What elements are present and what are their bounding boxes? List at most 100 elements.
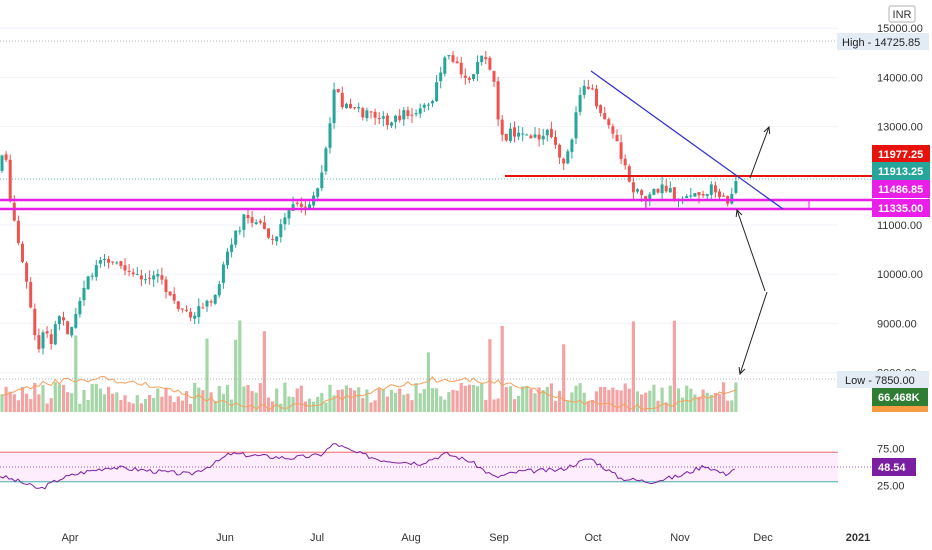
downtrend-line[interactable]	[590, 70, 784, 210]
candle-body	[144, 279, 147, 281]
candle-body	[664, 185, 668, 192]
candle-body	[607, 119, 611, 126]
volume-bar	[246, 384, 250, 412]
candle-body	[246, 215, 250, 219]
volume-bar	[681, 397, 685, 412]
volume-bar	[344, 385, 348, 412]
candle-body	[586, 86, 590, 89]
candle-body	[164, 279, 168, 293]
volume-bar	[394, 392, 398, 412]
candle-body	[529, 135, 533, 139]
volume-bar	[504, 387, 508, 412]
rsi-badge	[872, 458, 916, 476]
candle-body	[381, 116, 385, 119]
volume-bar	[238, 320, 242, 412]
time-tick-label: Apr	[61, 532, 78, 544]
candle-body	[115, 262, 119, 264]
candle-body	[648, 194, 652, 202]
candle-body	[29, 281, 33, 308]
rsi-pane[interactable]	[0, 443, 874, 490]
candle-body	[180, 308, 184, 310]
candle-body	[492, 71, 496, 82]
candle-body	[439, 72, 443, 82]
volume-bar	[734, 382, 738, 412]
volume-bar	[148, 394, 152, 412]
volume-bar	[365, 389, 369, 412]
candle-body	[644, 196, 648, 201]
candle-body	[123, 265, 127, 271]
volume-bar	[406, 393, 410, 412]
volume-bar	[369, 402, 373, 412]
volume-bars	[0, 320, 738, 412]
drawings[interactable]	[0, 70, 874, 376]
volume-bar	[709, 394, 713, 412]
candle-body	[328, 123, 332, 148]
candle-body	[320, 172, 324, 188]
candle-body	[422, 104, 426, 108]
high-badge	[837, 33, 929, 50]
time-tick-label: Dec	[753, 532, 773, 544]
support-zone-box[interactable]	[645, 199, 810, 210]
candle-body	[394, 115, 398, 122]
support-arrow-head	[735, 208, 743, 218]
volume-bar	[225, 384, 230, 412]
candle-body	[517, 132, 521, 137]
candle-body	[139, 275, 143, 280]
volume-bar	[385, 396, 389, 412]
candle-body	[41, 332, 45, 349]
volume-bar	[545, 386, 549, 412]
candle-body	[660, 184, 664, 194]
candle-body	[361, 108, 365, 118]
time-tick-label: Nov	[670, 532, 690, 544]
time-axis[interactable]: Apr Jun Jul Aug Sep Oct Nov Dec 2021	[61, 532, 870, 544]
candle-body	[508, 128, 512, 141]
volume-bar	[410, 400, 414, 412]
volume-bar	[467, 384, 471, 412]
candle-body	[242, 214, 246, 230]
volume-bar	[156, 388, 160, 412]
price-axis[interactable]: 15000.00 14000.00 13000.00 11000.00 10000.00…	[877, 5, 923, 493]
candle-body	[709, 184, 713, 195]
candle-body	[107, 258, 111, 263]
low-badge-text: Low - 7850.00	[845, 375, 915, 387]
price-badge-text: 11913.25	[878, 166, 923, 178]
candle-body	[103, 259, 106, 261]
candle-body	[37, 335, 41, 350]
volume-bar	[16, 400, 20, 412]
candle-body	[57, 316, 61, 324]
volume-bar	[726, 400, 730, 412]
price-badge	[872, 162, 930, 180]
candle-body	[443, 57, 447, 74]
time-tick-label: Jun	[216, 532, 234, 544]
volume-bar	[98, 388, 102, 412]
volume-bar	[78, 403, 82, 412]
candle-body	[70, 327, 74, 336]
volume-arrow[interactable]	[739, 291, 768, 375]
price-tick-label: 11000.00	[877, 220, 922, 232]
volume-bar	[361, 398, 365, 412]
candle-body	[209, 301, 213, 303]
volume-bar	[496, 398, 500, 412]
volume-bar	[529, 389, 533, 412]
volume-bar	[287, 396, 291, 412]
volume-bar	[94, 384, 98, 412]
volume-bar	[283, 382, 287, 412]
candle-body	[431, 101, 434, 104]
candle-body	[603, 112, 607, 120]
volume-bar	[209, 392, 213, 412]
candle-body	[377, 117, 381, 119]
support-arrow[interactable]	[736, 209, 766, 292]
candle-body	[62, 317, 65, 321]
volume-bar	[533, 393, 537, 412]
breakout-arrow[interactable]	[749, 126, 770, 179]
volume-bar	[541, 390, 545, 412]
currency-label: INR	[893, 9, 912, 21]
candle-body	[90, 275, 94, 277]
candle-body	[74, 314, 78, 328]
candle-body	[595, 88, 598, 107]
volume-bar	[4, 386, 8, 412]
volume-bar	[37, 394, 41, 412]
currency-box[interactable]	[888, 5, 916, 23]
candle-body	[160, 275, 164, 280]
